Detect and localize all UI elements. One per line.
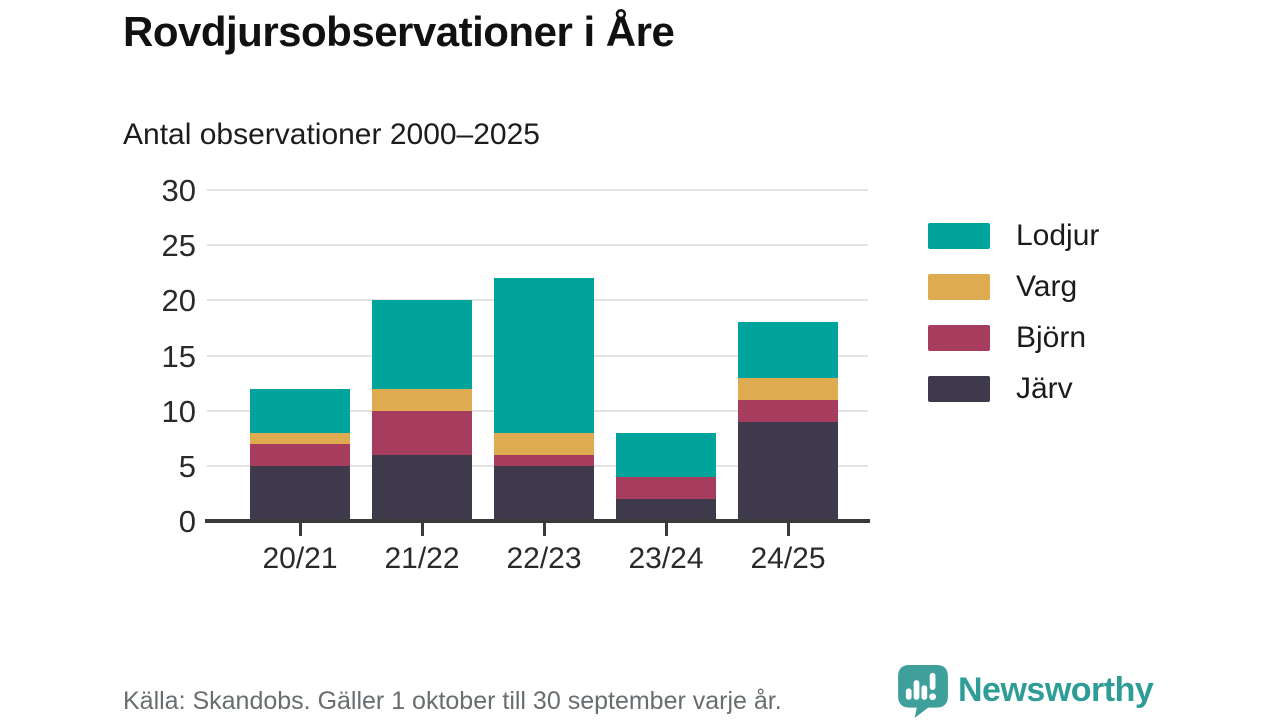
legend-swatch-lodjur (928, 223, 990, 249)
x-tick-label-23-24: 23/24 (628, 542, 704, 575)
y-tick-label-25: 25 (161, 228, 196, 264)
gridline-25 (207, 244, 868, 247)
bar-segment-21-22-björn (372, 410, 472, 455)
y-tick-label-30: 30 (161, 173, 196, 208)
legend-label-järv: Järv (1016, 372, 1073, 405)
legend-swatch-varg (928, 274, 990, 300)
x-axis-line (205, 519, 870, 523)
legend-swatch-björn (928, 325, 990, 351)
bar-segment-24-25-lodjur (738, 322, 838, 378)
bar-segment-21-22-lodjur (372, 300, 472, 389)
bar-segment-20-21-björn (250, 443, 350, 466)
x-tick-23-24 (664, 523, 668, 536)
bar-segment-24-25-järv (738, 421, 838, 521)
x-tick-label-21-22: 21/22 (384, 542, 460, 575)
x-tick-24-25 (786, 523, 790, 536)
bar-segment-22-23-björn (494, 454, 594, 466)
brand-footer: Newsworthy (897, 664, 1197, 720)
bar-segment-21-22-järv (372, 454, 472, 521)
bar-segment-22-23-varg (494, 432, 594, 455)
brand-name: Newsworthy (958, 671, 1154, 709)
legend-label-varg: Varg (1016, 270, 1078, 303)
legend-swatch-järv (928, 376, 990, 402)
bar-segment-22-23-lodjur (494, 278, 594, 433)
x-tick-21-22 (420, 523, 424, 536)
y-tick-label-10: 10 (161, 393, 196, 429)
bar-segment-23-24-björn (616, 476, 716, 499)
bar-segment-24-25-björn (738, 399, 838, 422)
y-tick-label-5: 5 (178, 448, 196, 484)
bar-segment-23-24-järv (616, 498, 716, 521)
legend-item-lodjur: Lodjur (928, 221, 1099, 251)
y-tick-label-0: 0 (178, 504, 196, 539)
bar-segment-23-24-lodjur (616, 432, 716, 477)
chart-plot: 20/21 21/22 22/23 23/24 24/25 (205, 189, 870, 575)
bar-segment-20-21-lodjur (250, 388, 350, 433)
y-axis-labels: 0 5 10 15 20 25 30 (90, 175, 196, 537)
bar-segment-20-21-järv (250, 465, 350, 521)
legend-label-lodjur: Lodjur (1016, 219, 1100, 252)
legend: Lodjur Varg Björn Järv (928, 221, 1099, 425)
y-tick-label-15: 15 (161, 338, 196, 374)
source-note: Källa: Skandobs. Gäller 1 oktober till 3… (123, 687, 782, 715)
x-tick-label-24-25: 24/25 (750, 542, 826, 575)
x-tick-20-21 (298, 523, 302, 536)
x-tick-22-23 (542, 523, 546, 536)
bar-segment-20-21-varg (250, 432, 350, 444)
x-tick-label-22-23: 22/23 (506, 542, 582, 575)
legend-label-björn: Björn (1016, 321, 1087, 354)
newsworthy-logo-icon (898, 665, 948, 718)
chart-subtitle: Antal observationer 2000–2025 (123, 118, 540, 151)
y-tick-label-20: 20 (161, 283, 196, 319)
legend-item-björn: Björn (928, 323, 1099, 353)
x-tick-label-20-21: 20/21 (262, 542, 338, 575)
gridline-30 (207, 189, 868, 191)
legend-item-varg: Varg (928, 272, 1099, 302)
bar-segment-21-22-varg (372, 388, 472, 411)
bar-segment-22-23-järv (494, 465, 594, 521)
page-title: Rovdjursobservationer i Åre (123, 8, 675, 55)
bar-segment-24-25-varg (738, 377, 838, 400)
legend-item-järv: Järv (928, 374, 1099, 404)
